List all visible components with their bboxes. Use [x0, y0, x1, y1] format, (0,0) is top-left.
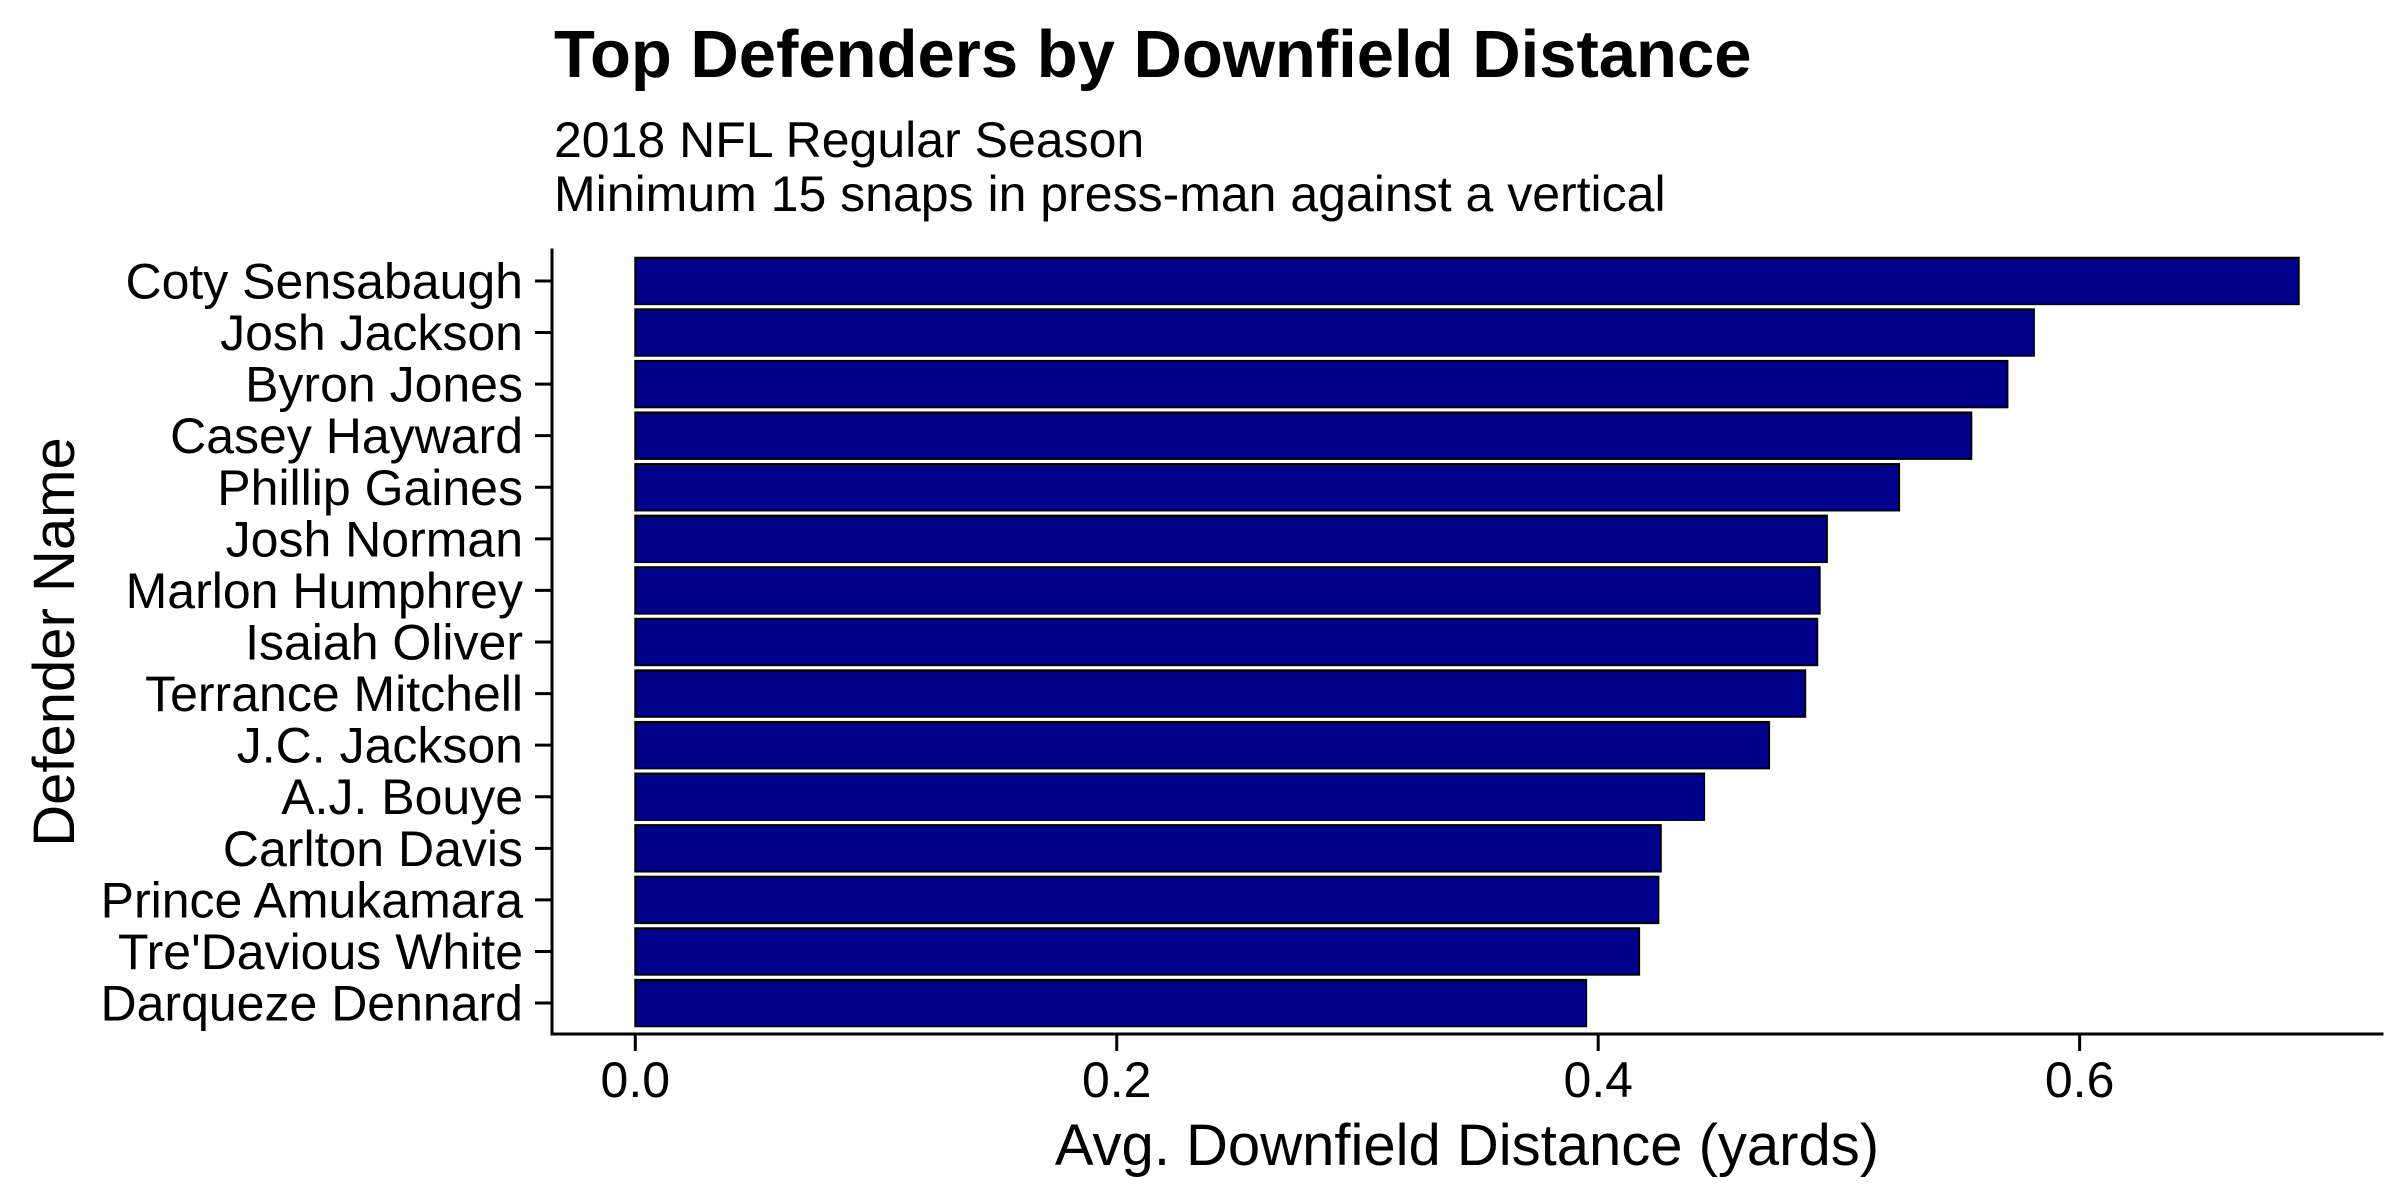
x-axis-ticks: 0.0 0.2 0.4 0.6 — [601, 1034, 2115, 1108]
y-tick-label: Phillip Gaines — [217, 460, 523, 516]
x-tick-label: 0.2 — [1082, 1052, 1152, 1108]
bars-group — [634, 256, 2300, 1028]
bar-11 — [634, 772, 1706, 821]
bar-13 — [634, 875, 1660, 925]
bar-1 — [634, 256, 2300, 306]
bar-8 — [634, 617, 1819, 667]
y-tick-label: Josh Norman — [226, 511, 523, 567]
y-tick-label: Carlton Davis — [223, 821, 523, 877]
y-tick-label: Tre'Davious White — [118, 924, 523, 980]
bar-4 — [634, 411, 1973, 460]
bar-12 — [634, 824, 1662, 873]
y-tick-label: Josh Jackson — [220, 305, 523, 361]
bar-3 — [634, 359, 2009, 409]
bar-6 — [634, 514, 1828, 564]
chart-subtitle-line-1: 2018 NFL Regular Season — [554, 112, 1144, 168]
x-tick-label: 0.0 — [601, 1052, 671, 1108]
y-tick-label: Isaiah Oliver — [245, 615, 523, 671]
bar-15 — [634, 978, 1588, 1028]
bar-9 — [634, 669, 1807, 718]
y-tick-label: Prince Amukamara — [101, 872, 524, 928]
bar-5 — [634, 463, 1901, 512]
y-tick-label: Marlon Humphrey — [126, 563, 523, 619]
x-tick-label: 0.4 — [1563, 1052, 1633, 1108]
bar-2 — [634, 308, 2035, 357]
y-tick-label: Terrance Mitchell — [145, 666, 523, 722]
chart-subtitle-line-2: Minimum 15 snaps in press-man against a … — [554, 166, 1666, 222]
y-tick-label: Byron Jones — [245, 357, 523, 413]
x-tick-label: 0.6 — [2045, 1052, 2115, 1108]
y-axis-title: Defender Name — [22, 437, 87, 846]
chart-title: Top Defenders by Downfield Distance — [554, 17, 1752, 92]
y-tick-label: Coty Sensabaugh — [125, 253, 523, 309]
bar-14 — [634, 927, 1641, 976]
y-tick-label: Casey Hayward — [170, 408, 523, 464]
x-axis-title: Avg. Downfield Distance (yards) — [1055, 1113, 1879, 1178]
y-tick-label: J.C. Jackson — [237, 718, 523, 774]
bar-7 — [634, 566, 1821, 615]
y-tick-label: A.J. Bouye — [281, 769, 523, 825]
bar-10 — [634, 720, 1771, 770]
y-tick-label: Darqueze Dennard — [101, 976, 524, 1032]
